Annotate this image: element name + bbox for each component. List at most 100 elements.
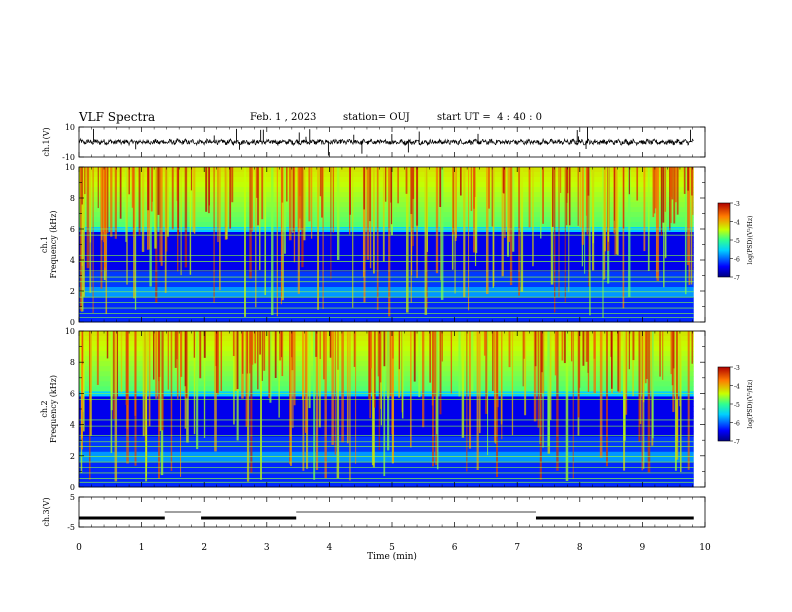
spec-burst [504, 167, 506, 238]
spec-burst [473, 167, 476, 253]
spec-hot [251, 331, 254, 365]
colorbar-tick-label: -5 [734, 402, 740, 409]
spec-hot [119, 167, 122, 219]
spec-row [79, 476, 694, 483]
colorbar-tick-label: -4 [734, 384, 740, 391]
spec-burst [148, 167, 151, 250]
spec-burst [159, 331, 162, 432]
spec-burst [141, 167, 145, 252]
spec-burst [412, 167, 414, 247]
spec-hot [138, 167, 141, 235]
spec-hot [105, 167, 107, 235]
spec-hot [171, 167, 174, 230]
spec-burst [234, 331, 238, 391]
spec-burst [518, 167, 521, 296]
spec-hot [585, 167, 588, 216]
spec-hot [185, 331, 188, 399]
spec-burst [392, 331, 395, 464]
spec-row [79, 222, 694, 228]
spec-burst [100, 167, 103, 241]
spec-burst [391, 331, 393, 435]
y-axis-label: ch.3(V) [42, 497, 51, 526]
spec-hot [199, 331, 202, 379]
spec-burst [431, 331, 435, 467]
spec-burst [426, 167, 428, 252]
figure-title: VLF Spectra [79, 110, 156, 124]
y-tick-label: 10 [65, 163, 75, 172]
spec-burst [468, 331, 472, 449]
y-tick-label: 5 [70, 493, 75, 502]
spec-hot [363, 167, 365, 210]
spec-hot [369, 331, 372, 369]
spec-hot [664, 167, 667, 212]
spec-hot [389, 331, 392, 397]
spec-hot [670, 167, 672, 224]
spec-burst [572, 331, 574, 479]
spec-row [79, 391, 694, 397]
spec-burst [341, 331, 344, 443]
spec-burst [157, 331, 161, 479]
spec-row [79, 416, 694, 422]
spec-burst [387, 331, 390, 451]
spec-hot [410, 167, 413, 215]
spec-row [79, 187, 694, 193]
spec-hot [585, 331, 588, 362]
spec-burst [501, 331, 503, 440]
spec-row [79, 346, 694, 352]
spec-burst [618, 331, 621, 393]
spec-hot [215, 331, 217, 367]
spec-burst [684, 167, 687, 295]
spec-row [79, 376, 694, 382]
spec-burst [324, 331, 327, 479]
spec-hot [652, 167, 655, 218]
colorbar-tick-label: -6 [734, 257, 740, 264]
spec-burst [665, 167, 667, 258]
spec-burst [647, 167, 650, 271]
spec-burst [89, 167, 92, 293]
y-tick-label: 8 [70, 194, 75, 203]
y-tick-label: 0 [70, 318, 75, 327]
spec-row [79, 232, 694, 238]
x-tick-label: 7 [514, 543, 520, 553]
spec-hot [568, 167, 571, 226]
spec-hot [257, 331, 259, 390]
spec-hot [281, 331, 283, 358]
spec-burst [383, 331, 386, 477]
spec-burst [284, 167, 286, 254]
spec-hot [610, 331, 613, 389]
spec-burst [255, 167, 257, 308]
spec-row [79, 317, 694, 323]
spec-hot [392, 331, 394, 359]
spec-burst [568, 167, 570, 293]
spec-burst [512, 167, 515, 252]
spec-hot [97, 167, 99, 209]
spec-burst [533, 331, 537, 422]
spec-row [79, 242, 694, 248]
spec-burst [440, 167, 442, 281]
spec-burst [159, 167, 161, 263]
spec-hot [229, 167, 232, 229]
spec-hot [319, 331, 321, 360]
y-tick-label: 6 [70, 225, 75, 234]
spec-hot [279, 331, 282, 361]
spec-hot [671, 331, 674, 386]
spec-burst [349, 331, 351, 481]
y-axis-label: Frequency (kHz) [49, 210, 58, 278]
spec-hot [176, 331, 179, 399]
colorbar-tick-label: -4 [734, 220, 740, 227]
spec-hot [106, 331, 109, 359]
spectrogram-2 [79, 331, 694, 488]
spec-burst [148, 331, 151, 427]
spec-hot [674, 167, 677, 203]
spec-hot [671, 167, 674, 200]
spec-burst [507, 167, 511, 242]
spec-burst [463, 167, 466, 298]
x-tick-label: 4 [327, 543, 333, 553]
spec-row [79, 262, 694, 268]
spec-burst [301, 167, 304, 268]
spec-hot [241, 331, 244, 374]
spec-burst [82, 167, 85, 297]
spec-hot [102, 167, 104, 237]
spec-hot [579, 331, 581, 388]
spec-row [79, 182, 694, 188]
